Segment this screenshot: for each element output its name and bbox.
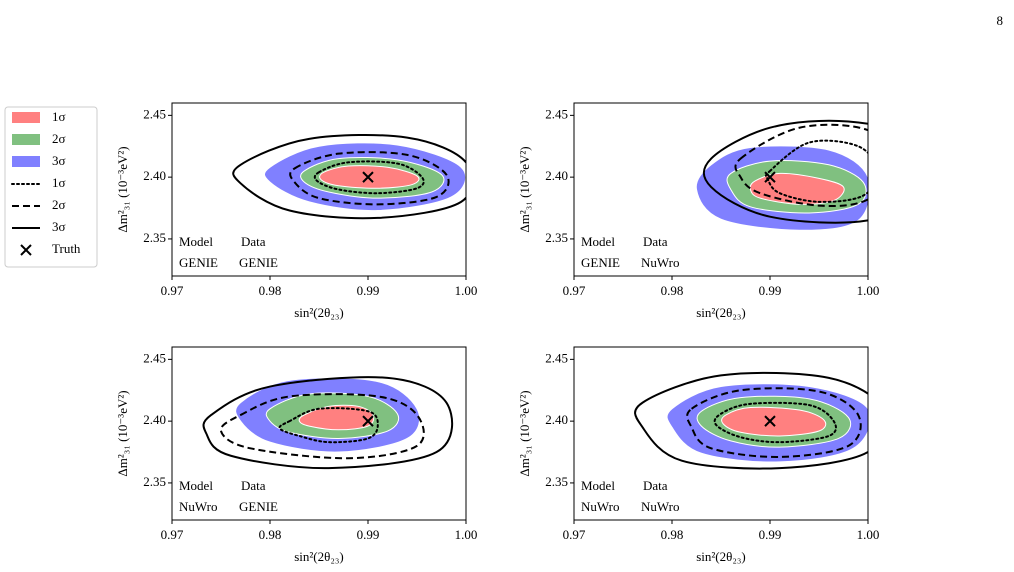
x-tick-label: 1.00 (857, 283, 880, 298)
plot-area (202, 376, 454, 470)
contour-line (713, 401, 837, 444)
plot-area (232, 134, 466, 220)
legend-truth-marker (20, 244, 32, 256)
contour-line (232, 134, 466, 220)
truth-marker (362, 415, 374, 427)
legend-label: 2σ (52, 197, 66, 212)
y-tick-label: 2.35 (545, 230, 568, 245)
contour-line (634, 371, 868, 470)
x-tick-label: 1.00 (455, 527, 478, 542)
y-tick-label: 2.40 (545, 412, 568, 427)
legend-label: 3σ (52, 153, 66, 168)
annotation: Model (179, 478, 213, 493)
y-tick-label: 2.45 (143, 350, 166, 365)
y-tick-label: 2.35 (143, 474, 166, 489)
x-tick-label: 0.98 (661, 283, 684, 298)
axes-frame (171, 346, 467, 521)
page-number: 8 (997, 13, 1004, 28)
legend-label: 1σ (52, 109, 66, 124)
x-tick-label: 0.99 (357, 527, 380, 542)
annotation: NuWro (581, 499, 619, 514)
y-tick-label: 2.45 (545, 350, 568, 365)
y-tick-label: 2.40 (143, 412, 166, 427)
y-tick-label: 2.40 (545, 168, 568, 183)
annotation: Data (241, 478, 266, 493)
contour-line (313, 160, 425, 195)
y-axis-label: Δm²₃₁ (10⁻³eV²) (517, 390, 532, 476)
plot-area (634, 371, 868, 470)
contour-line (202, 376, 454, 470)
x-axis-label: sin²(2θ₂₃) (294, 305, 344, 320)
x-axis-label: sin²(2θ₂₃) (696, 305, 746, 320)
legend-swatch (12, 112, 40, 123)
legend-box (4, 106, 98, 268)
x-tick-label: 0.97 (161, 283, 184, 298)
y-tick-label: 2.45 (143, 106, 166, 121)
x-tick-label: 0.97 (563, 283, 586, 298)
contour-fill (298, 404, 375, 431)
truth-marker (764, 171, 776, 183)
x-tick-label: 0.99 (357, 283, 380, 298)
x-tick-label: 1.00 (455, 283, 478, 298)
x-tick-label: 0.98 (661, 527, 684, 542)
x-tick-label: 0.98 (259, 283, 282, 298)
annotation: GENIE (179, 255, 218, 270)
contour-line (278, 407, 379, 444)
x-axis-label: sin²(2θ₂₃) (696, 549, 746, 564)
legend-label: 3σ (52, 219, 66, 234)
axes-frame (171, 102, 467, 277)
truth-marker (362, 171, 374, 183)
legend-swatch (12, 156, 40, 167)
annotation: Model (581, 478, 615, 493)
x-tick-label: 0.97 (161, 527, 184, 542)
legend-label: 1σ (52, 175, 66, 190)
annotation: Data (643, 478, 668, 493)
contour-line (734, 123, 868, 207)
y-axis-label: Δm²₃₁ (10⁻³eV²) (115, 146, 130, 232)
y-tick-label: 2.35 (143, 230, 166, 245)
legend-label: 2σ (52, 131, 66, 146)
axes-frame (573, 346, 869, 521)
x-tick-label: 0.99 (759, 283, 782, 298)
y-tick-label: 2.35 (545, 474, 568, 489)
truth-marker (764, 415, 776, 427)
x-tick-label: 0.99 (759, 527, 782, 542)
annotation: Data (643, 234, 668, 249)
annotation: GENIE (581, 255, 620, 270)
annotation: GENIE (239, 255, 278, 270)
x-axis-label: sin²(2θ₂₃) (294, 549, 344, 564)
contour-line (702, 119, 868, 224)
annotation: Model (581, 234, 615, 249)
legend-swatch (12, 134, 40, 145)
annotation: GENIE (239, 499, 278, 514)
x-tick-label: 1.00 (857, 527, 880, 542)
contour-line (764, 139, 868, 203)
annotation: Model (179, 234, 213, 249)
y-tick-label: 2.45 (545, 106, 568, 121)
annotation: NuWro (641, 255, 679, 270)
contour-line (219, 393, 425, 460)
annotation: Data (241, 234, 266, 249)
plot-area (695, 119, 868, 231)
y-tick-label: 2.40 (143, 168, 166, 183)
contour-fill (721, 406, 827, 437)
x-tick-label: 0.98 (259, 527, 282, 542)
contour-line (289, 151, 450, 206)
y-axis-label: Δm²₃₁ (10⁻³eV²) (517, 146, 532, 232)
contour-line (686, 387, 862, 458)
legend-label: Truth (52, 241, 81, 256)
annotation: NuWro (641, 499, 679, 514)
annotation: NuWro (179, 499, 217, 514)
axes-frame (573, 102, 869, 277)
x-tick-label: 0.97 (563, 527, 586, 542)
y-axis-label: Δm²₃₁ (10⁻³eV²) (115, 390, 130, 476)
